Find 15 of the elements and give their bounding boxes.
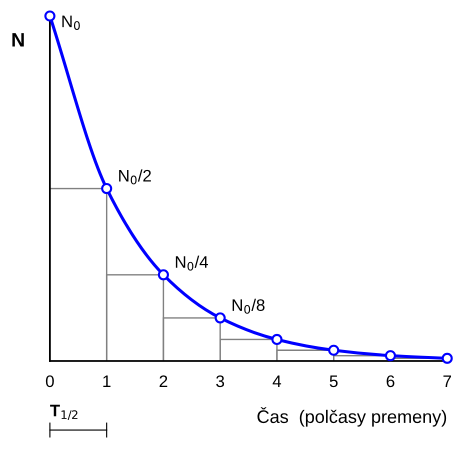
annotation: N$_{0}$ (62, 16, 80, 30)
annotation: N$_{0}$/2 (119, 169, 151, 184)
x-tick-label: 3 (216, 375, 224, 388)
x-tick-label: 6 (386, 375, 394, 388)
y-axis-title: N (12, 33, 24, 46)
annotation: N$_{0}$/8 (232, 298, 265, 314)
x-tick-label: 5 (330, 376, 338, 388)
x-tick-label: 7 (443, 376, 452, 387)
annotation: N$_{0}$/4 (176, 256, 208, 271)
text: T$_{1/2}$ (50, 404, 78, 420)
x-tick-label: 4 (272, 376, 282, 387)
x-tick-label: 0 (46, 375, 54, 388)
x-tick-label: 1 (103, 376, 110, 387)
x-axis-title: Čas (polčasy premeny) (257, 407, 446, 427)
x-tick-label: 2 (160, 375, 168, 387)
